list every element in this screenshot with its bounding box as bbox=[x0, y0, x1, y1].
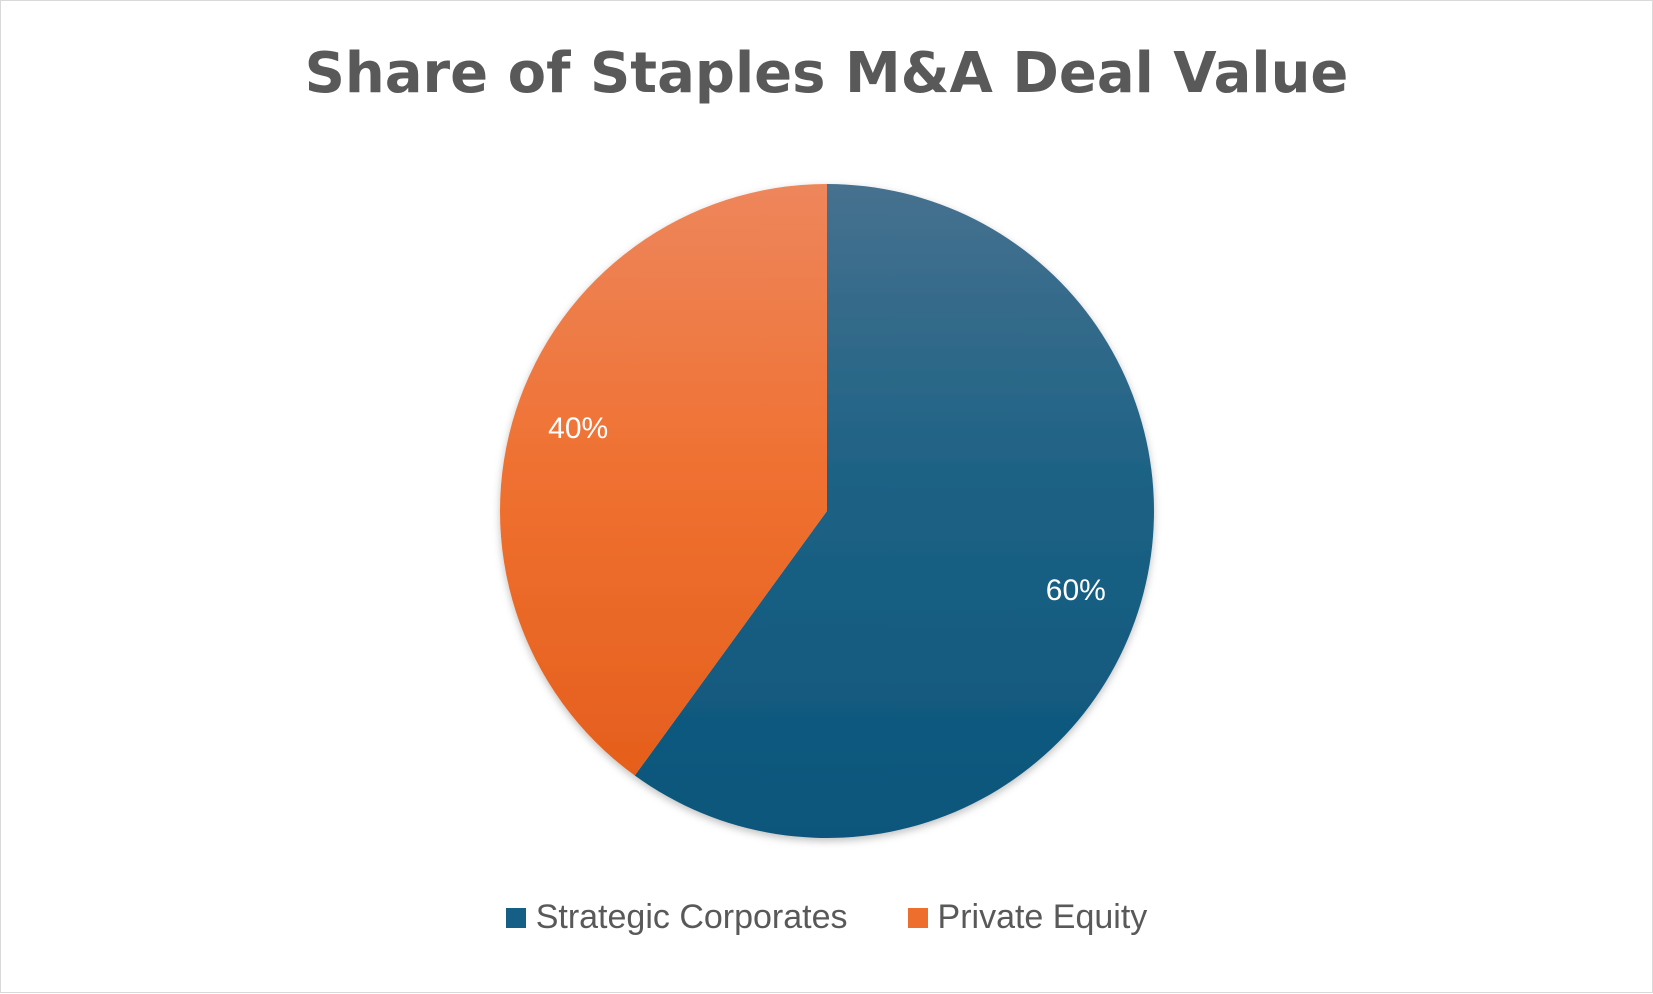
legend-swatch-strategic-corporates bbox=[505, 907, 526, 928]
legend-label-strategic-corporates: Strategic Corporates bbox=[535, 898, 848, 936]
legend-item-private-equity: Private Equity bbox=[907, 898, 1148, 937]
legend-label-private-equity: Private Equity bbox=[937, 898, 1148, 936]
chart-legend: Strategic Corporates Private Equity bbox=[1, 898, 1652, 937]
pie-slice-private-equity bbox=[500, 184, 827, 776]
legend-item-strategic-corporates: Strategic Corporates bbox=[505, 898, 848, 937]
legend-swatch-private-equity bbox=[907, 907, 928, 928]
data-label-strategic-corporates: 60% bbox=[1046, 574, 1106, 607]
chart-title: Share of Staples M&A Deal Value bbox=[304, 41, 1349, 106]
data-label-private-equity: 40% bbox=[548, 412, 608, 445]
pie-slice-strategic-corporates bbox=[634, 184, 1154, 838]
